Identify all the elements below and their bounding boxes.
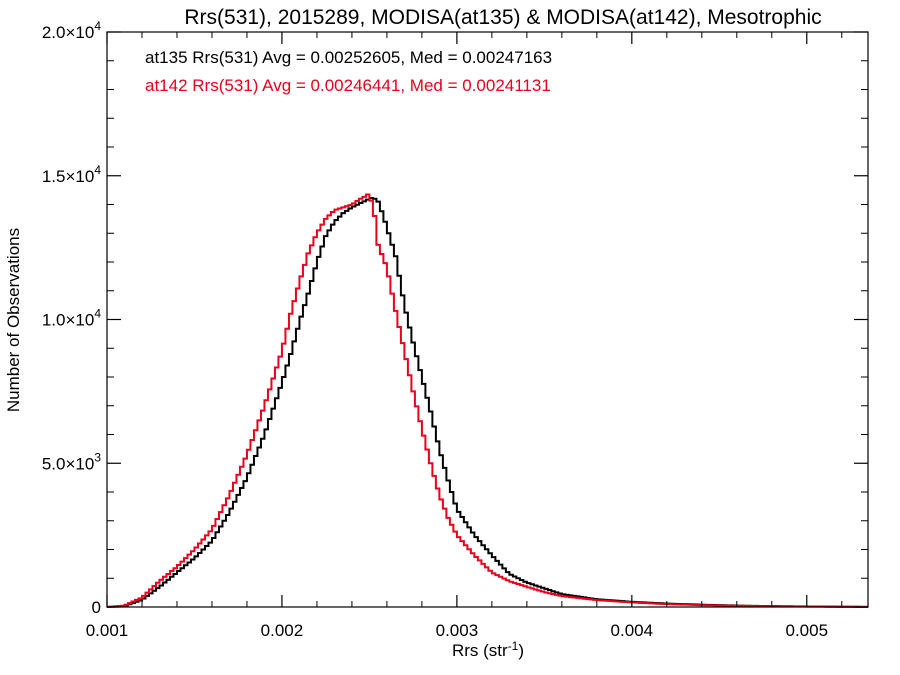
x-axis-ticks: 0.001 0.002 0.003 0.004 0.005 bbox=[86, 32, 843, 640]
x-tick-label: 0.001 bbox=[86, 621, 129, 640]
y-axis-ticks: 0 5.0×103 1.0×104 1.5×104 2.0×104 bbox=[42, 19, 868, 617]
x-axis-label: Rrs (str-1) bbox=[452, 639, 524, 660]
y-tick-label: 1.0×104 bbox=[42, 307, 101, 330]
y-tick-label: 5.0×103 bbox=[42, 450, 101, 473]
x-tick-label: 0.003 bbox=[436, 621, 479, 640]
series-line-1 bbox=[107, 193, 868, 608]
y-tick-label: 2.0×104 bbox=[42, 19, 101, 42]
y-axis-label: Number of Observations bbox=[4, 228, 23, 412]
y-tick-label: 1.5×104 bbox=[42, 163, 101, 186]
plot-area-frame bbox=[106, 31, 869, 608]
chart-title: Rrs(531), 2015289, MODISA(at135) & MODIS… bbox=[184, 6, 821, 29]
x-tick-label: 0.005 bbox=[785, 621, 828, 640]
x-tick-label: 0.004 bbox=[611, 621, 654, 640]
series-line-0 bbox=[107, 197, 868, 608]
annotation-0: at135 Rrs(531) Avg = 0.00252605, Med = 0… bbox=[145, 48, 552, 67]
legend-annotations: at135 Rrs(531) Avg = 0.00252605, Med = 0… bbox=[145, 48, 552, 95]
y-tick-label: 0 bbox=[92, 598, 101, 617]
annotation-1: at142 Rrs(531) Avg = 0.00246441, Med = 0… bbox=[145, 76, 551, 95]
x-tick-label: 0.002 bbox=[261, 621, 304, 640]
series-layer bbox=[107, 193, 868, 608]
